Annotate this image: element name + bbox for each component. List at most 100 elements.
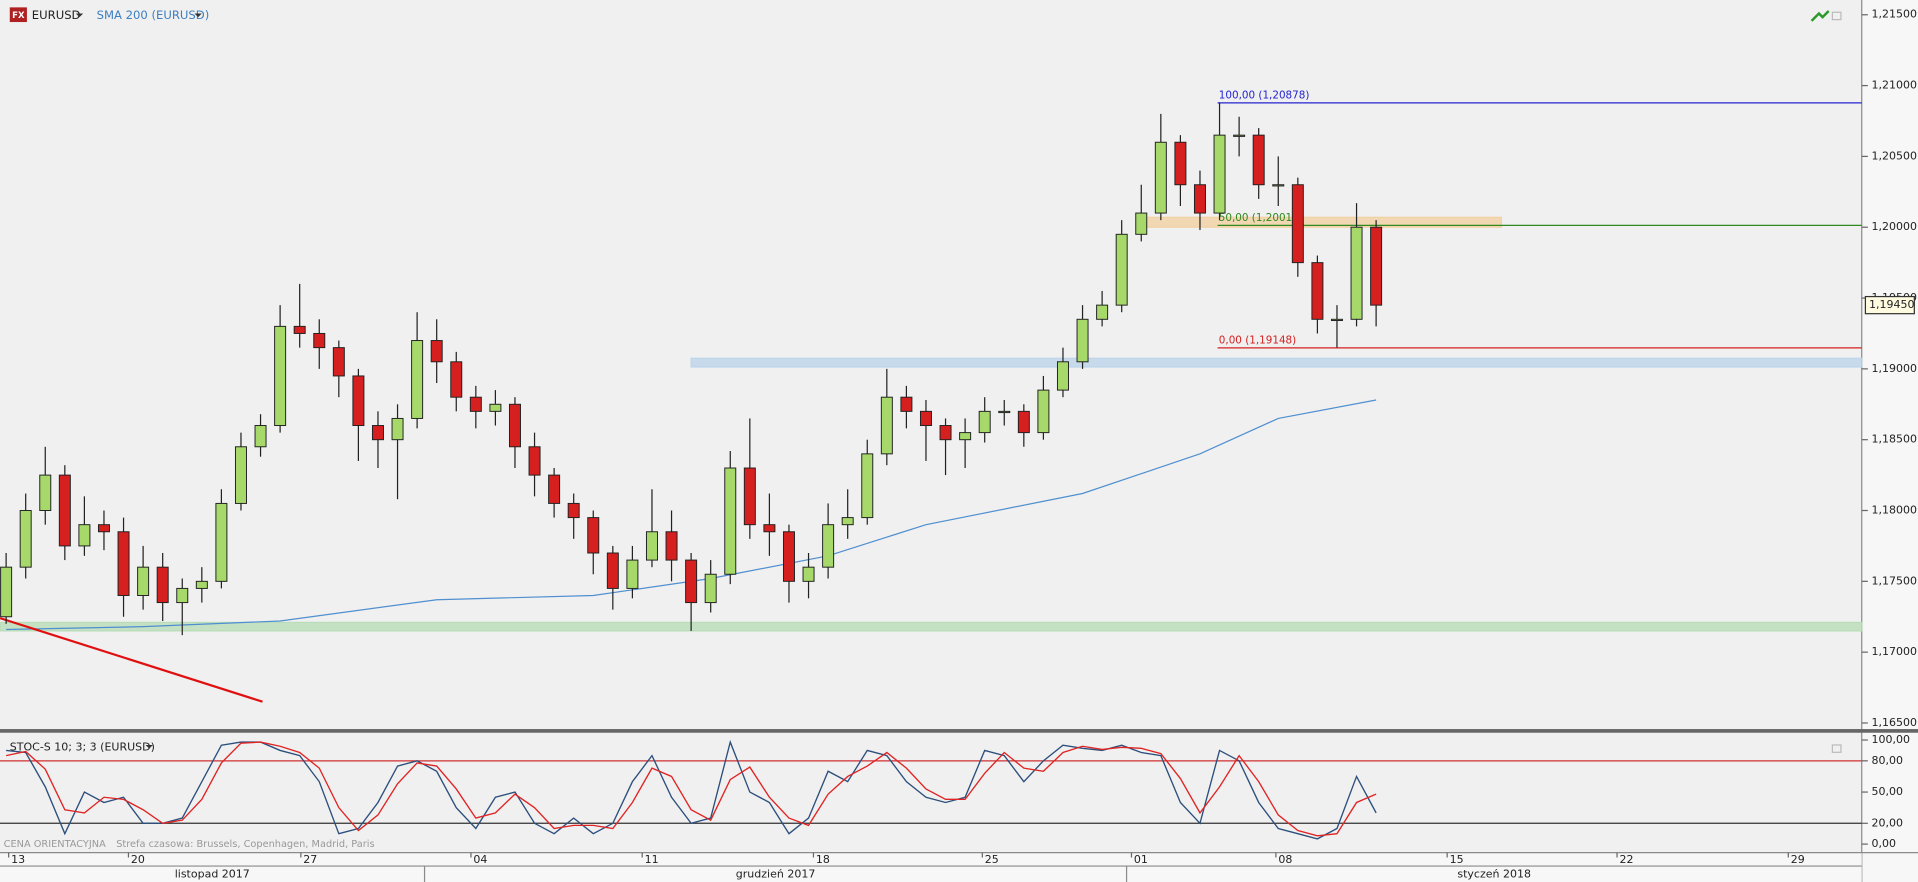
plot-layer: 13 20 27 04 11 18 25 01 08 15 22 29 listopad 2017 gru… [0,8,1917,882]
candle-body [1154,141,1167,214]
timezone-note: Strefa czasowa: Brussels, Copenhagen, Ma… [116,839,374,850]
y-tick-label: 1,17500 [1872,574,1918,587]
candle-body [548,474,561,504]
candle-body [1076,318,1089,363]
candle-body [117,531,130,596]
candle-body [939,425,952,441]
candle-body [1174,141,1187,186]
candle-body [274,325,287,427]
x-tick-label: 20 [131,853,145,866]
candle-body [626,559,639,589]
window-icon[interactable] [1831,11,1842,21]
candle-body [411,340,424,419]
candle-body [1330,318,1343,322]
y-tick-label: 1,20000 [1872,220,1918,233]
price-axis-area [1861,0,1918,882]
candle-body [254,425,267,448]
candle-body [1350,226,1363,320]
y-tick-label: 20,00 [1872,816,1904,829]
y-tick-label: 50,00 [1872,785,1904,798]
trend-icon[interactable] [1810,10,1830,22]
oscillator-line [5,741,1377,837]
candle-body [1135,212,1148,235]
trendline [0,617,263,703]
y-tick-label: 0,00 [1872,837,1897,850]
candle-body [665,531,678,561]
indicator-name[interactable]: SMA 200 (EURUSD) [97,8,210,22]
y-tick-label: 1,21500 [1872,8,1918,21]
candle-body [1370,226,1383,306]
candle-body [763,524,776,533]
logo-box [9,7,27,23]
candle-body [215,502,228,582]
candle-body [1291,184,1304,264]
candle-body [39,474,52,512]
x-tick-label: 18 [816,853,830,866]
y-tick-label: 1,19000 [1872,362,1918,375]
candle-body [587,517,600,554]
indicator-title[interactable]: STOC-S 10; 3; 3 (EURUSD) [10,740,155,753]
candle-body [371,425,384,441]
candle-body [685,559,698,604]
candle-body [1213,134,1226,214]
panel-separator [0,729,1918,733]
candle-body [998,410,1011,414]
candle-body [645,531,658,561]
candle-body [1115,233,1128,306]
x-tick-label: 22 [1619,853,1633,866]
x-tick-label: 27 [303,853,317,866]
candle-body [1096,304,1109,320]
candle-body [1056,361,1069,391]
dropdown-arrow[interactable] [75,13,84,18]
x-tick-label: 15 [1450,853,1464,866]
dropdown-arrow[interactable] [194,13,202,18]
logo: FX [12,11,25,21]
x-tick-label: 01 [1134,853,1148,866]
window-icon[interactable] [1831,744,1842,753]
candle-body [137,566,150,596]
candle-body [78,524,91,547]
candle-body [1252,134,1265,186]
time-axis-area [0,852,1862,882]
candle-body [880,396,893,455]
x-tick-label: 25 [985,853,999,866]
y-tick-label: 1,20500 [1872,149,1918,162]
candle-body [19,510,32,568]
candle-body [919,410,932,427]
candle-body [195,580,208,589]
fib-label: 50,00 (1,20013) [1219,212,1303,224]
candle-body [293,325,306,334]
price-note: CENA ORIENTACYJNA [4,839,106,850]
candle-body [489,403,502,412]
candle-body [841,517,854,526]
candle-body [822,524,835,568]
candle-body [176,587,189,604]
candle-body [704,573,717,604]
candle-body [528,446,541,476]
last-price-label: 1,19450 [1869,298,1915,311]
zone [0,621,1863,632]
candle-body [978,410,991,434]
candle-body [567,502,580,519]
month-label: styczeń 2018 [1457,868,1531,881]
oscillator-line [6,739,1377,840]
last-price-box [1864,295,1915,315]
candle-body [606,552,619,589]
candle-body [1233,134,1246,137]
candle-body [0,566,13,618]
candle-body [508,403,521,448]
fib-label: 100,00 (1,20878) [1219,90,1310,102]
candle-body [959,432,972,441]
candle-body [1311,262,1324,320]
candle-body [1037,389,1050,434]
y-tick-label: 1,18500 [1872,433,1918,446]
candle-body [724,467,737,575]
candle-body [313,332,326,349]
candle-body [391,417,404,441]
candle-body [430,340,443,363]
dropdown-arrow[interactable] [145,744,153,749]
instrument-name[interactable]: EURUSD [32,8,81,22]
x-tick-label: 04 [473,853,487,866]
